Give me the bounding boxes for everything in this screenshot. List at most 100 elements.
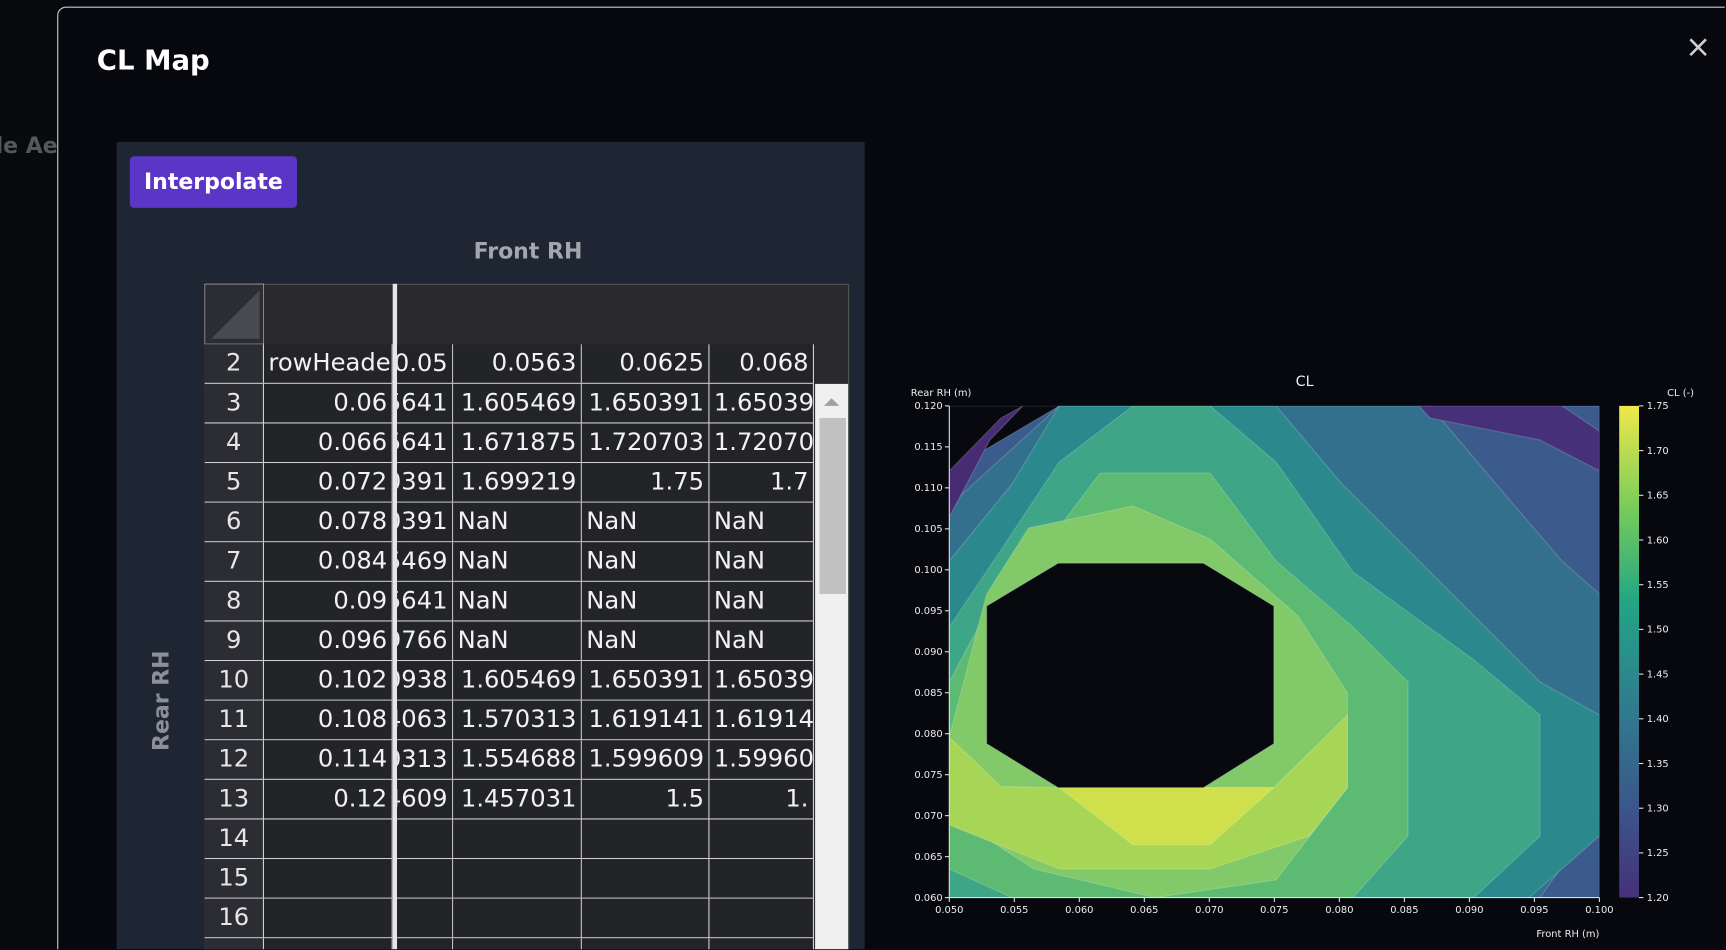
cell[interactable]: 1.72070 [710,424,815,464]
cell[interactable] [264,938,393,949]
cell[interactable]: NaN [453,622,582,662]
cell[interactable] [710,899,815,939]
cell[interactable]: 0391 [397,463,453,503]
cell[interactable]: 1.457031 [453,780,582,820]
cell[interactable]: 0.0625 [582,344,710,384]
cell[interactable] [453,899,582,939]
cell[interactable] [264,820,393,860]
cell[interactable]: NaN [453,582,582,622]
cell[interactable]: 0.072 [264,463,393,503]
cell[interactable]: 0.066 [264,424,393,464]
cell[interactable]: 9766 [397,622,453,662]
cell[interactable]: 5641 [397,582,453,622]
x-tick-label: 0.070 [1195,905,1223,916]
cell[interactable]: 0.102 [264,661,393,701]
cell[interactable]: 0.114 [264,740,393,780]
colorbar-label: CL (-) [1667,388,1694,399]
cell[interactable]: NaN [710,542,815,582]
row-number: 13 [205,780,264,820]
cell[interactable]: 0.06 [264,384,393,424]
row-number: 7 [205,542,264,582]
cell[interactable]: 0.096 [264,622,393,662]
cell[interactable]: 0.09 [264,582,393,622]
cell[interactable] [710,820,815,860]
cell[interactable] [582,859,710,899]
colorbar-tick-label: 1.50 [1647,625,1669,636]
cell[interactable]: 1.699219 [453,463,582,503]
cell[interactable] [582,820,710,860]
cell[interactable]: 1.61914 [710,701,815,741]
cell[interactable]: 1.650391 [582,661,710,701]
cell[interactable]: 0313 [397,740,453,780]
cell[interactable]: NaN [710,503,815,543]
cell[interactable]: 1. [710,780,815,820]
chart-title: CL [1296,374,1314,390]
cell[interactable]: 1.619141 [582,701,710,741]
cell[interactable] [453,859,582,899]
cell[interactable]: 0.108 [264,701,393,741]
cell[interactable]: 0.0563 [453,344,582,384]
sidebar: le Aer [0,0,57,949]
cell[interactable]: 1.554688 [453,740,582,780]
cell[interactable] [397,938,453,949]
cell[interactable]: rowHeade [264,344,393,384]
row-number: 6 [205,503,264,543]
cell[interactable]: 5641 [397,424,453,464]
interpolate-button[interactable]: Interpolate [130,156,297,208]
cell[interactable]: 1.5 [582,780,710,820]
cell[interactable]: NaN [582,542,710,582]
cell[interactable]: 0.05 [397,344,453,384]
cell[interactable] [397,899,453,939]
cell[interactable]: 0.078 [264,503,393,543]
cell[interactable]: 0.12 [264,780,393,820]
cell[interactable]: 1.570313 [453,701,582,741]
cell[interactable] [710,859,815,899]
scroll-up[interactable] [815,394,848,409]
cell[interactable]: NaN [453,542,582,582]
cell[interactable]: 4609 [397,780,453,820]
cell[interactable]: NaN [453,503,582,543]
cell[interactable] [582,938,710,949]
cell[interactable]: NaN [582,503,710,543]
cell[interactable] [582,899,710,939]
cell[interactable]: 1.65039 [710,661,815,701]
row-number: 10 [205,661,264,701]
cell[interactable]: 5469 [397,542,453,582]
corner [205,284,264,345]
row-title: Rear RH [147,646,173,756]
cell[interactable]: NaN [710,582,815,622]
cell[interactable]: 1.650391 [582,384,710,424]
cell[interactable]: 0938 [397,661,453,701]
row-number: 3 [205,384,264,424]
cell[interactable] [710,938,815,949]
cell[interactable]: 1.75 [582,463,710,503]
cell[interactable]: NaN [710,622,815,662]
scroll-thumb[interactable] [820,418,846,594]
cell[interactable]: NaN [582,622,710,662]
cell[interactable]: 4063 [397,701,453,741]
cell[interactable]: 1.65039 [710,384,815,424]
cell[interactable]: NaN [582,582,710,622]
row-number: 5 [205,463,264,503]
cell[interactable] [264,859,393,899]
y-tick-label: 0.100 [914,565,942,576]
cell[interactable]: 1.671875 [453,424,582,464]
cell[interactable]: 1.720703 [582,424,710,464]
close-button[interactable]: × [1685,29,1711,65]
cell[interactable]: 0.084 [264,542,393,582]
cell[interactable] [397,859,453,899]
cell[interactable] [397,820,453,860]
cell[interactable]: 1.59960 [710,740,815,780]
cell[interactable]: 1.605469 [453,384,582,424]
cell[interactable]: 1.599609 [582,740,710,780]
cell[interactable] [264,899,393,939]
row-number: 11 [205,701,264,741]
cell[interactable]: 0391 [397,503,453,543]
cell[interactable]: 1.605469 [453,661,582,701]
cell[interactable]: 5641 [397,384,453,424]
cell[interactable] [453,938,582,949]
cell[interactable]: 1.7 [710,463,815,503]
cell[interactable]: 0.068 [710,344,815,384]
cell[interactable] [453,820,582,860]
row-number: 12 [205,740,264,780]
